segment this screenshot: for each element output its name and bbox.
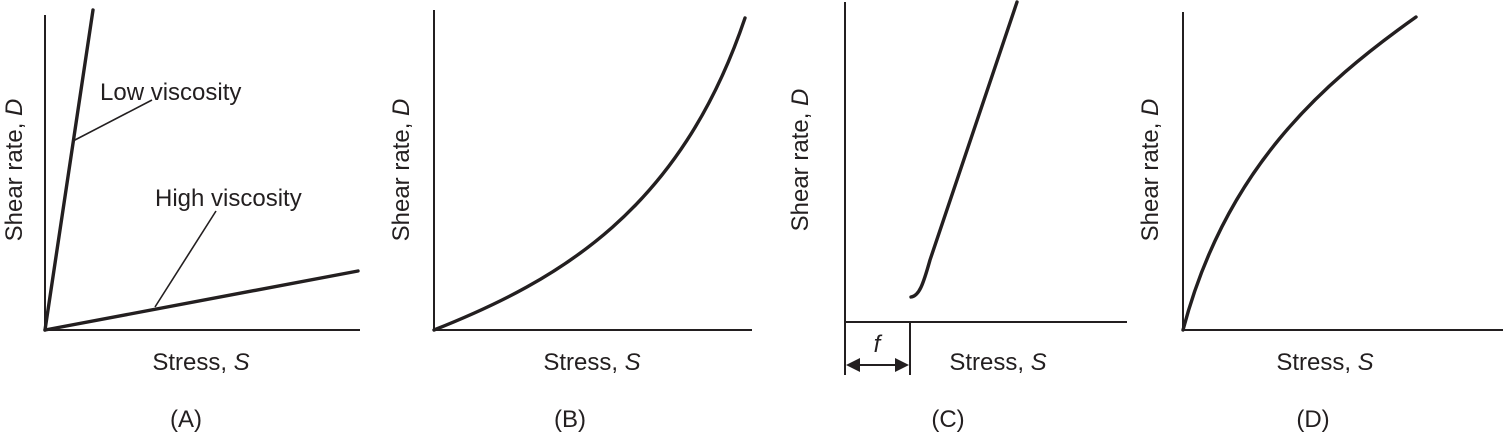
panel-c-y-axis-label: Shear rate, D [787, 89, 814, 232]
panel-c-yield-label: f [874, 331, 883, 358]
panel-a: Low viscosity High viscosity Shear rate,… [1, 8, 360, 433]
panel-c-x-axis-label: Stress, S [949, 349, 1046, 376]
panel-c-label: (C) [931, 406, 964, 433]
panel-b-label: (B) [554, 406, 586, 433]
panel-c: f Shear rate, D Stress, S (C) [787, 0, 1127, 433]
panel-a-high-viscosity-label: High viscosity [155, 185, 302, 212]
panel-a-high-viscosity-line [43, 269, 360, 332]
panel-a-label: (A) [170, 406, 202, 433]
panel-d-label: (D) [1296, 406, 1329, 433]
panel-d-shear-thinning-curve [1181, 15, 1418, 332]
panel-d-axes [1182, 12, 1503, 331]
panel-d-y-axis-label: Shear rate, D [1137, 99, 1164, 242]
panel-a-high-viscosity-leader [154, 210, 217, 308]
panel-b-y-axis-label: Shear rate, D [388, 99, 415, 242]
panel-b-shear-thickening-curve [432, 16, 747, 332]
panel-c-yield-arrowhead-right [895, 358, 909, 372]
panel-b-x-axis-label: Stress, S [543, 349, 640, 376]
panel-c-axes [844, 2, 1127, 323]
panel-b-axes [433, 10, 752, 331]
panel-c-yield-arrowhead-left [846, 358, 860, 372]
panel-a-y-axis-label: Shear rate, D [1, 99, 28, 242]
panel-a-x-axis-label: Stress, S [152, 349, 249, 376]
panel-a-low-viscosity-line [43, 8, 95, 332]
panel-a-low-viscosity-leader [72, 99, 153, 142]
panel-a-low-viscosity-label: Low viscosity [100, 79, 241, 106]
panel-a-axes [44, 15, 360, 331]
panel-d-x-axis-label: Stress, S [1276, 349, 1373, 376]
panel-d: Shear rate, D Stress, S (D) [1137, 12, 1503, 433]
panel-c-bingham-curve [909, 0, 1019, 299]
panel-b: Shear rate, D Stress, S (B) [388, 10, 752, 433]
